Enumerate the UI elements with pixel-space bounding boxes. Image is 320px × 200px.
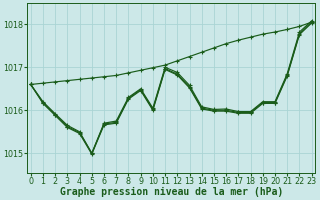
X-axis label: Graphe pression niveau de la mer (hPa): Graphe pression niveau de la mer (hPa) — [60, 187, 283, 197]
